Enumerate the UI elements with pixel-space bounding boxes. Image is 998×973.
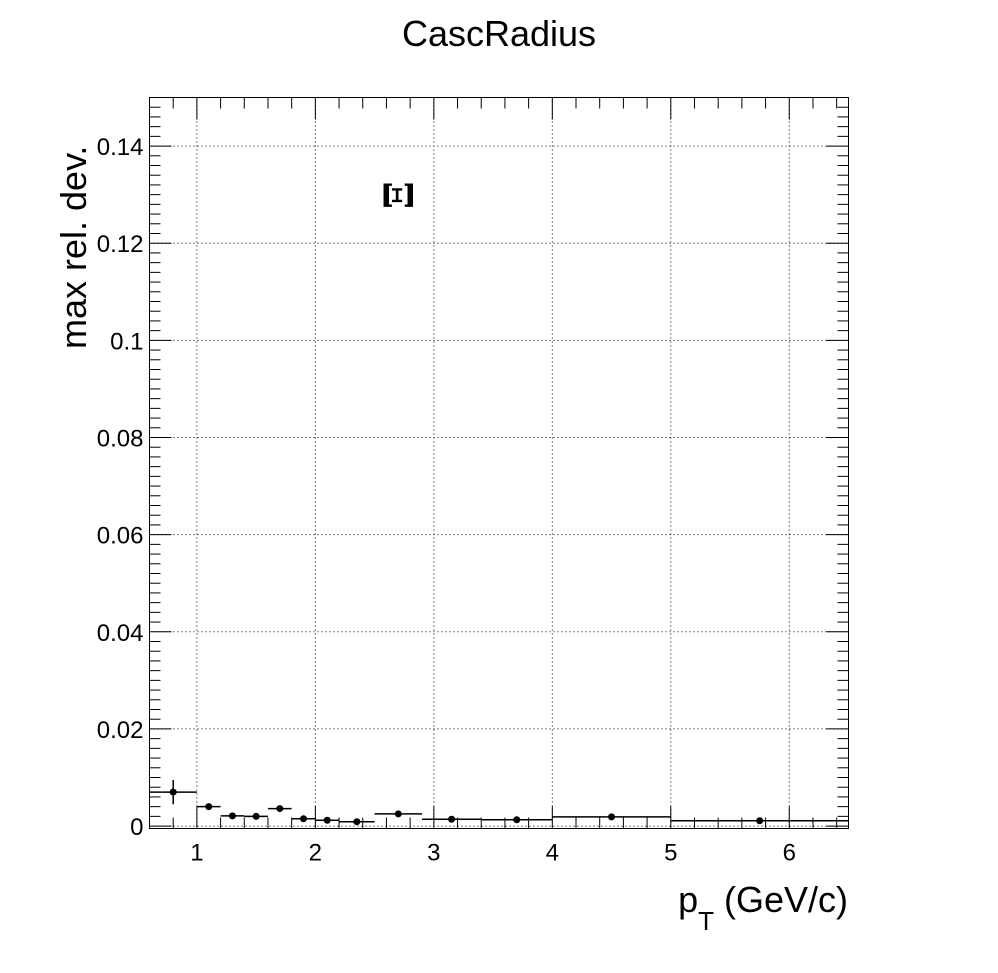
data-point <box>220 812 245 820</box>
x-axis-title-rest: (GeV/c) <box>714 879 848 920</box>
data-marker <box>276 805 284 813</box>
y-tick-label: 0.04 <box>97 620 144 647</box>
data-marker <box>353 818 361 826</box>
y-tick-label: 0 <box>130 814 143 841</box>
data-marker <box>394 810 402 818</box>
data-point <box>244 812 268 820</box>
data-point <box>552 813 671 821</box>
x-tick-label: 2 <box>309 840 322 867</box>
data-marker <box>323 816 331 824</box>
data-marker <box>228 812 236 820</box>
y-tick-label: 0.02 <box>97 717 144 744</box>
y-tick-label: 0.08 <box>97 426 144 453</box>
y-axis-title: max rel. dev. <box>53 146 94 349</box>
data-marker <box>756 817 764 825</box>
data-point <box>481 816 553 824</box>
data-marker <box>300 815 308 823</box>
data-point <box>339 818 375 826</box>
xi-annotation: Ξ <box>376 181 423 209</box>
x-tick-label: 5 <box>664 840 677 867</box>
data-point <box>291 815 316 823</box>
y-tick-label: 0.12 <box>97 231 144 258</box>
data-marker <box>169 788 177 796</box>
data-series <box>149 779 849 826</box>
x-tick-label: 6 <box>783 840 796 867</box>
chart-title: CascRadius <box>402 13 596 54</box>
y-tick-labels: 0 0.02 0.04 0.06 0.08 0.1 0.12 0.14 <box>97 134 144 841</box>
data-point <box>670 817 849 825</box>
data-point <box>374 810 422 818</box>
data-marker <box>513 816 521 824</box>
data-point <box>421 815 482 823</box>
data-marker <box>252 812 260 820</box>
data-marker <box>608 813 616 821</box>
data-marker <box>448 815 456 823</box>
x-tick-labels: 1 2 3 4 5 6 <box>190 840 796 867</box>
x-tick-label: 4 <box>546 840 559 867</box>
data-point <box>267 805 292 813</box>
y-tick-label: 0.06 <box>97 523 144 550</box>
plot-frame <box>149 97 849 829</box>
data-marker <box>205 803 213 811</box>
x-axis-title-sub: T <box>698 906 714 936</box>
y-tick-label: 0.14 <box>97 134 144 161</box>
data-point <box>149 779 197 805</box>
data-point <box>196 803 221 811</box>
x-tick-label: 3 <box>427 840 440 867</box>
y-tick-label: 0.1 <box>110 328 143 355</box>
axis-ticks <box>149 97 849 829</box>
x-tick-label: 1 <box>190 840 203 867</box>
data-point <box>315 816 340 824</box>
grid <box>149 97 849 829</box>
x-axis-title: pT (GeV/c) <box>678 879 848 936</box>
x-axis-title-main: p <box>678 879 698 920</box>
